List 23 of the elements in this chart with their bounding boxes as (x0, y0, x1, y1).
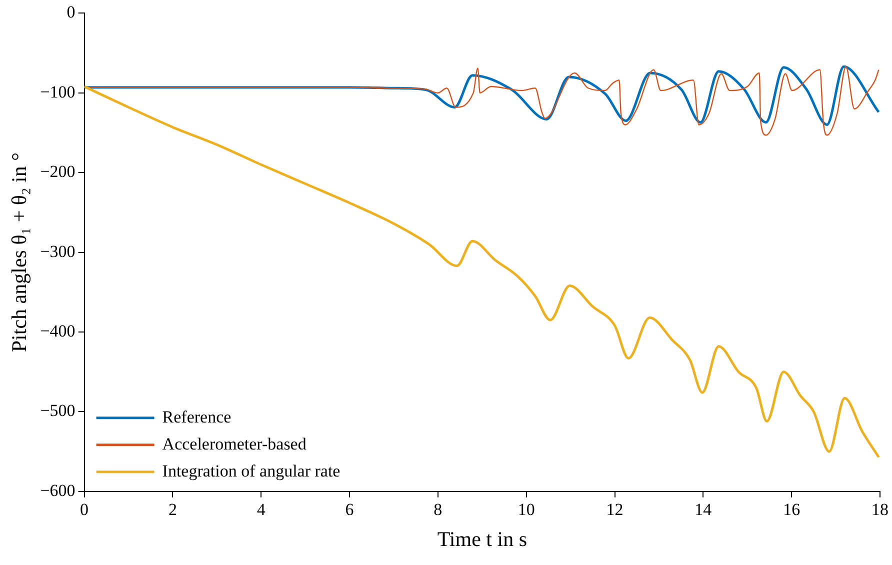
x-axis-title: Time t in s (437, 526, 527, 551)
x-tick-label: 10 (518, 500, 535, 520)
x-tick-label: 18 (872, 500, 888, 520)
x-tick-label: 6 (345, 500, 354, 520)
legend-label: Accelerometer-based (162, 434, 307, 454)
y-tick-label: −300 (40, 242, 76, 261)
y-tick-label: −600 (40, 480, 76, 500)
y-tick-label: −200 (40, 162, 76, 182)
x-tick-label: 4 (256, 500, 266, 520)
x-tick-label: 14 (694, 500, 712, 520)
x-tick-label: 16 (783, 500, 800, 520)
x-tick-label: 8 (434, 500, 442, 520)
x-tick-label: 12 (606, 500, 624, 520)
y-tick-label: −500 (40, 401, 76, 420)
y-tick-label: 0 (66, 2, 76, 22)
y-tick-label: −400 (40, 321, 76, 340)
x-tick-label: 2 (168, 500, 177, 520)
x-tick-label: 0 (80, 500, 89, 520)
legend-label: Reference (162, 407, 232, 426)
y-axis-title: Pitch angles θ₁ + θ₂ in ° (7, 152, 32, 352)
legend-label: Integration of angular rate (162, 461, 340, 480)
y-tick-label: −100 (40, 82, 76, 102)
line-series (84, 85, 880, 458)
